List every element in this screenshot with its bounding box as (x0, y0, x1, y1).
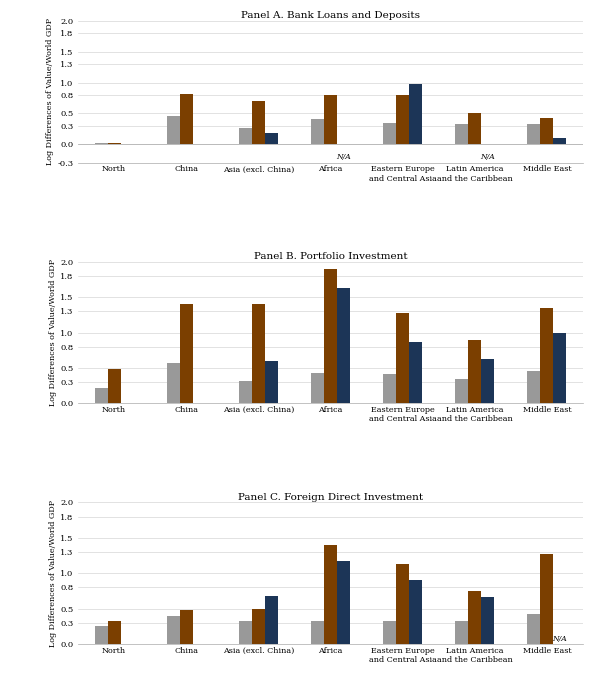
Bar (456, 379, 468, 403)
Bar (396, 314, 409, 403)
Bar (265, 133, 278, 144)
Title: Panel C. Foreign Direct Investment: Panel C. Foreign Direct Investment (238, 493, 423, 502)
Y-axis label: Log Differences of Value/World GDP: Log Differences of Value/World GDP (46, 18, 54, 165)
Bar (456, 622, 468, 644)
Bar (180, 610, 193, 644)
Y-axis label: Log Differences of Value/World GDP: Log Differences of Value/World GDP (49, 500, 57, 647)
Bar (396, 95, 409, 144)
Bar (383, 122, 396, 144)
Bar (167, 363, 180, 403)
Bar (95, 626, 108, 644)
Bar (252, 608, 265, 644)
Bar (383, 621, 396, 644)
Bar (311, 373, 324, 403)
Bar (468, 113, 481, 144)
Title: Panel B. Portfolio Investment: Panel B. Portfolio Investment (254, 252, 407, 261)
Bar (239, 381, 252, 403)
Bar (528, 372, 540, 403)
Title: Panel A. Bank Loans and Deposits: Panel A. Bank Loans and Deposits (241, 11, 420, 20)
Bar (554, 138, 566, 144)
Text: N/A: N/A (552, 635, 567, 643)
Bar (456, 125, 468, 144)
Text: N/A: N/A (480, 153, 495, 162)
Bar (337, 561, 350, 644)
Bar (311, 120, 324, 144)
Bar (528, 125, 540, 144)
Bar (167, 116, 180, 144)
Bar (554, 332, 566, 403)
Bar (383, 374, 396, 403)
Bar (409, 580, 422, 644)
Bar (95, 143, 108, 144)
Bar (108, 143, 121, 144)
Bar (311, 622, 324, 644)
Bar (540, 118, 554, 144)
Bar (180, 94, 193, 144)
Bar (540, 554, 554, 644)
Bar (481, 359, 494, 403)
Bar (528, 615, 540, 644)
Bar (252, 304, 265, 403)
Bar (540, 308, 554, 403)
Text: N/A: N/A (336, 153, 351, 162)
Bar (265, 596, 278, 644)
Bar (468, 591, 481, 644)
Bar (239, 622, 252, 644)
Bar (396, 564, 409, 644)
Bar (108, 621, 121, 644)
Bar (265, 360, 278, 403)
Bar (337, 288, 350, 403)
Bar (167, 616, 180, 644)
Bar (324, 545, 337, 644)
Bar (108, 370, 121, 403)
Bar (409, 342, 422, 403)
Bar (95, 388, 108, 403)
Bar (468, 340, 481, 403)
Bar (481, 596, 494, 644)
Bar (252, 101, 265, 144)
Y-axis label: Log Differences of Value/World GDP: Log Differences of Value/World GDP (49, 259, 57, 406)
Bar (324, 269, 337, 403)
Bar (409, 85, 422, 144)
Bar (324, 95, 337, 144)
Bar (239, 127, 252, 144)
Bar (180, 304, 193, 403)
